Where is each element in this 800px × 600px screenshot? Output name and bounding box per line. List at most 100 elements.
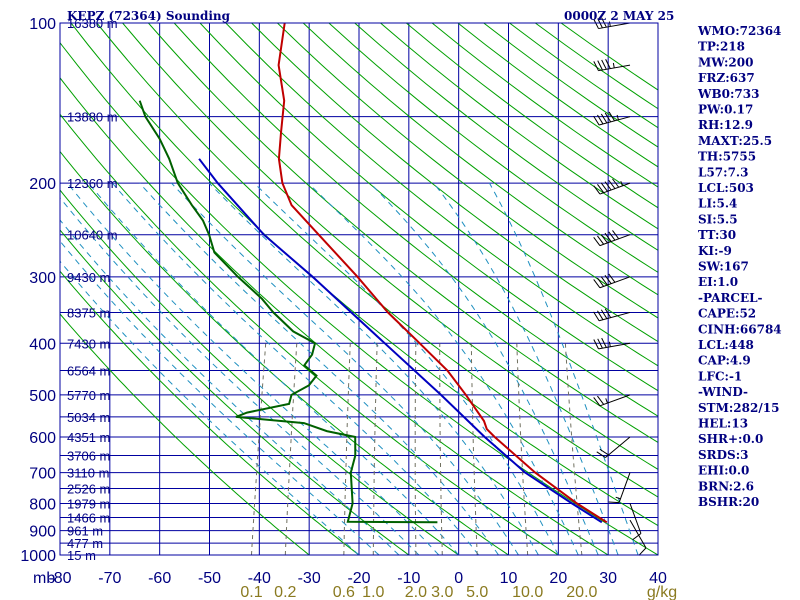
pressure-tick-label: 600 <box>29 430 56 447</box>
temperature-tick-label: 40 <box>649 570 667 587</box>
wind-barb-flag <box>600 276 608 286</box>
moist-adiabat <box>60 240 380 555</box>
wind-barb-flag <box>593 279 601 289</box>
mixing-ratio-line <box>470 343 478 555</box>
height-tick-label: 961 m <box>67 524 103 539</box>
wind-barb-half <box>608 21 611 27</box>
parcel-line <box>198 158 603 524</box>
dry-adiabat <box>353 23 658 251</box>
sounding-index: STM:282/15 <box>698 401 779 415</box>
sounding-index: SRDS:3 <box>698 448 749 462</box>
sounding-index: LCL:503 <box>698 181 754 195</box>
wind-barb-flag <box>599 448 609 456</box>
wind-barb-flag <box>600 234 608 244</box>
dry-adiabat <box>60 229 410 555</box>
mixing-ratio-tick-label: 1.0 <box>362 584 384 600</box>
dry-adiabat <box>96 23 658 498</box>
wind-barb-flag <box>593 185 601 195</box>
temperature-tick-label: 30 <box>599 570 617 587</box>
height-tick-label: 5034 m <box>67 410 110 425</box>
wind-barb-flag <box>608 501 620 504</box>
wind-barb-flag <box>597 235 605 245</box>
sounding-index: TH:5755 <box>698 150 756 164</box>
wind-barb-flag <box>593 311 600 321</box>
sounding-index: LFC:-1 <box>698 369 742 383</box>
temperature-tick-label: -70 <box>98 570 121 587</box>
sounding-index: PW:0.17 <box>698 103 753 117</box>
dry-adiabat <box>121 23 658 470</box>
wind-barb-flag <box>604 181 612 191</box>
sounding-index: MAXT:25.5 <box>698 134 772 148</box>
mixing-ratio-line <box>251 343 267 555</box>
adiabat-lines <box>60 23 658 555</box>
sounding-index: BRN:2.6 <box>698 479 754 493</box>
sounding-index: EI:1.0 <box>698 275 738 289</box>
wind-barb-flag <box>601 337 607 348</box>
sounding-index: EHI:0.0 <box>698 464 749 478</box>
mixing-ratio-tick-label: 0.1 <box>240 584 262 600</box>
wind-barb-flag <box>597 60 603 71</box>
wind-barb-flag <box>604 308 612 318</box>
sounding-index: TT:30 <box>698 228 736 242</box>
sounding-index: LI:5.4 <box>698 197 737 211</box>
wind-barb-half <box>612 62 615 68</box>
moist-adiabat <box>307 182 579 555</box>
height-tick-label: 1979 m <box>67 496 110 511</box>
sounding-index: WMO:72364 <box>697 24 781 38</box>
wind-barb-staff <box>618 472 631 503</box>
wind-barb-staff <box>598 22 631 30</box>
dewpoint-line <box>138 100 438 524</box>
temperature-tick-label: -50 <box>198 570 221 587</box>
height-tick-label: 10640 m <box>67 228 118 243</box>
height-tick-label: 9430 m <box>67 270 110 285</box>
temperature-tick-label: 20 <box>549 570 567 587</box>
height-tick-label: 3110 m <box>67 466 109 481</box>
temperature-tick-label: -60 <box>148 570 171 587</box>
height-tick-label: 13880 m <box>67 110 118 125</box>
sounding-index: KI:-9 <box>698 244 732 258</box>
mixing-ratio-line <box>516 343 529 555</box>
moist-adiabat <box>171 182 519 555</box>
mixing-ratio-tick-label: 0.6 <box>333 584 355 600</box>
pressure-tick-label: 100 <box>29 16 56 33</box>
sounding-index: RH:12.9 <box>698 118 753 132</box>
wind-barb-flag <box>597 114 604 125</box>
sounding-index: LCL:448 <box>698 338 754 352</box>
wind-barb-flag <box>608 231 616 241</box>
mixing-ratio-tick-label: 3.0 <box>431 584 453 600</box>
pressure-tick-label: 800 <box>29 496 56 513</box>
sounding-profiles <box>138 23 608 524</box>
pressure-tick-label: 700 <box>29 466 56 483</box>
sounding-index: TP:218 <box>698 40 745 54</box>
plot-frame <box>59 22 659 556</box>
wind-barb-flag <box>600 309 608 319</box>
sounding-index: CAP:4.9 <box>698 354 751 368</box>
pressure-tick-label: 1000 <box>20 548 56 565</box>
dry-adiabat <box>250 23 658 343</box>
mixing-ratio-tick-label: 10.0 <box>512 584 543 600</box>
temperature-tick-label: 10 <box>500 570 518 587</box>
height-tick-label: 1466 m <box>67 510 110 525</box>
wind-barb-flag <box>632 533 642 541</box>
dry-adiabat <box>199 23 658 392</box>
dry-adiabat <box>60 77 610 555</box>
dry-adiabat <box>60 41 658 555</box>
mixing-ratio-tick-label: 20.0 <box>566 584 597 600</box>
sounding-index: SW:167 <box>698 260 749 274</box>
wind-barb-flag <box>600 182 608 192</box>
sounding-index: -WIND- <box>698 385 748 399</box>
wind-barb-flag <box>597 338 603 349</box>
temperature-tick-label: -10 <box>397 570 420 587</box>
wind-barb-flag <box>605 59 611 69</box>
wind-barb-flag <box>597 184 605 194</box>
wind-barb-flag <box>612 230 620 240</box>
moist-adiabat <box>369 182 599 555</box>
moist-adiabat <box>489 182 639 555</box>
wind-barb-flag <box>593 61 599 71</box>
mixing-ratio-tick-label: 2.0 <box>405 584 427 600</box>
sounding-index: FRZ:637 <box>698 71 755 85</box>
sounding-index: BSHR:20 <box>698 495 759 509</box>
moist-adiabat <box>139 182 499 555</box>
wind-barb-flag <box>593 339 599 350</box>
sounding-index: HEL:13 <box>698 417 748 431</box>
